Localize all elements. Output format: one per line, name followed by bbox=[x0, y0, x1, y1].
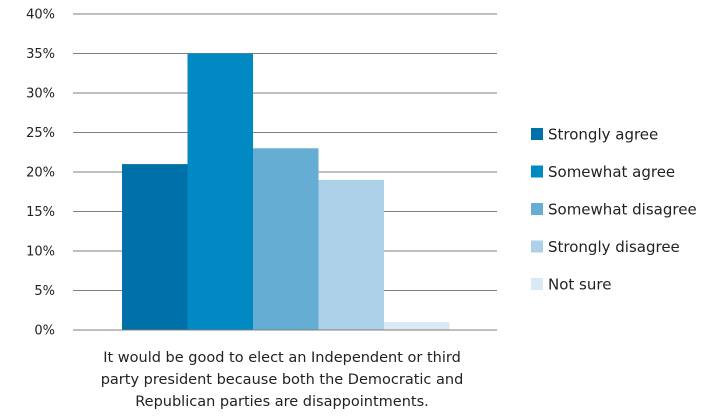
bar-somewhat-disagree bbox=[253, 148, 319, 330]
y-tick-label: 5% bbox=[34, 284, 55, 299]
y-tick-label: 15% bbox=[26, 205, 55, 220]
x-category-label-line: It would be good to elect an Independent… bbox=[103, 350, 461, 366]
legend-swatch bbox=[531, 240, 543, 253]
legend-swatch bbox=[531, 128, 543, 140]
bar-not-sure bbox=[384, 322, 450, 330]
bar-strongly-disagree bbox=[318, 179, 384, 330]
x-category-label-line: Republican parties are disappointments. bbox=[135, 394, 429, 410]
legend-label: Not sure bbox=[548, 276, 611, 294]
bar-somewhat-agree bbox=[187, 53, 253, 330]
legend-label: Somewhat disagree bbox=[548, 201, 697, 219]
y-tick-label: 35% bbox=[26, 47, 55, 62]
y-tick-label: 0% bbox=[34, 324, 55, 339]
y-tick-label: 25% bbox=[26, 126, 55, 141]
legend-label: Somewhat agree bbox=[548, 163, 675, 181]
legend-swatch bbox=[531, 203, 543, 215]
bar-strongly-agree bbox=[122, 164, 188, 330]
legend: Strongly agree Somewhat agree Somewhat dis… bbox=[531, 126, 697, 294]
y-tick-label: 10% bbox=[26, 245, 55, 260]
y-tick-label: 40% bbox=[26, 8, 55, 23]
bars bbox=[122, 53, 450, 330]
y-tick-label: 30% bbox=[26, 87, 55, 102]
x-axis-label: It would be good to elect an Independent… bbox=[101, 350, 464, 410]
x-category-label-line: party president because both the Democra… bbox=[101, 372, 464, 388]
y-axis-tick-labels: 0% 5% 10% 15% 20% 25% 30% 35% 40% bbox=[26, 8, 55, 339]
legend-swatch bbox=[531, 278, 543, 290]
legend-swatch bbox=[531, 165, 543, 178]
y-tick-label: 20% bbox=[26, 166, 55, 181]
legend-label: Strongly disagree bbox=[548, 238, 680, 256]
legend-label: Strongly agree bbox=[548, 126, 658, 144]
